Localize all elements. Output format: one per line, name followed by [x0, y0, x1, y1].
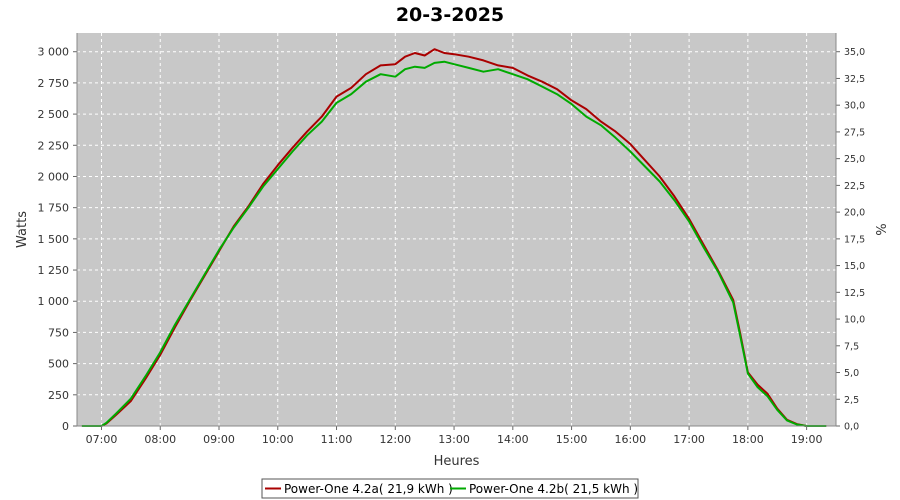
y-tick-label: 250 [48, 389, 69, 402]
x-tick-label: 15:00 [556, 433, 588, 446]
legend-label-series-a: Power-One 4.2a( 21,9 kWh ) [284, 482, 453, 496]
x-tick-label: 08:00 [144, 433, 176, 446]
series-lines [81, 48, 827, 427]
legend: Power-One 4.2a( 21,9 kWh ) Power-One 4.2… [261, 478, 639, 499]
y2-tick-label: 12,5 [844, 288, 865, 299]
y2-tick-label: 27,5 [844, 127, 865, 138]
x-tick-label: 16:00 [614, 433, 646, 446]
y-tick-label: 3 000 [38, 46, 70, 59]
y-tick-label: 500 [48, 358, 69, 371]
x-tick-label: 14:00 [497, 433, 529, 446]
y2-tick-label: 22,5 [844, 181, 865, 192]
y2-tick-label: 32,5 [844, 74, 865, 85]
x-tick-label: 12:00 [379, 433, 411, 446]
legend-label-series-b: Power-One 4.2b( 21,5 kWh ) [469, 482, 638, 496]
y2-tick-label: 2,5 [844, 395, 859, 406]
y-tick-label: 2 000 [38, 170, 70, 183]
x-tick-label: 09:00 [203, 433, 235, 446]
y-tick-label: 1 250 [38, 264, 70, 277]
x-tick-label: 19:00 [791, 433, 823, 446]
y-axis-label: Watts [15, 211, 30, 248]
y2-tick-label: 10,0 [844, 315, 865, 326]
x-axis-label: Heures [434, 454, 480, 469]
y-tick-label: 2 750 [38, 77, 70, 90]
x-tick-label: 17:00 [673, 433, 705, 446]
plot-area [77, 33, 836, 426]
x-tick-label: 11:00 [321, 433, 353, 446]
y2-tick-label: 15,0 [844, 261, 865, 272]
y2-tick-label: 17,5 [844, 234, 865, 245]
y2-tick-label: 25,0 [844, 154, 865, 165]
y2-tick-label: 5,0 [844, 368, 859, 379]
y2-tick-label: 35,0 [844, 47, 865, 58]
y2-tick-label: 20,0 [844, 208, 865, 219]
chart-title: 20-3-2025 [396, 4, 504, 26]
y2-tick-label: 7,5 [844, 341, 859, 352]
y-tick-label: 1 000 [38, 295, 70, 308]
grid [77, 33, 836, 427]
y-tick-label: 750 [48, 326, 69, 339]
x-tick-label: 07:00 [86, 433, 118, 446]
series-line-b [81, 60, 827, 427]
x-tick-label: 10:00 [262, 433, 294, 446]
y-tick-label: 1 500 [38, 233, 70, 246]
y2-tick-label: 0,0 [844, 422, 859, 433]
y-tick-label: 0 [62, 420, 69, 433]
y2-tick-label: 30,0 [844, 101, 865, 112]
y2-axis-label: % [872, 223, 887, 235]
x-tick-label: 13:00 [438, 433, 470, 446]
y-tick-label: 2 500 [38, 108, 70, 121]
y-tick-label: 2 250 [38, 139, 70, 152]
y-tick-label: 1 750 [38, 202, 70, 215]
x-tick-label: 18:00 [732, 433, 764, 446]
axes: 07:00 08:00 09:00 10:00 11:00 12:00 13:00 14:00… [38, 33, 865, 446]
